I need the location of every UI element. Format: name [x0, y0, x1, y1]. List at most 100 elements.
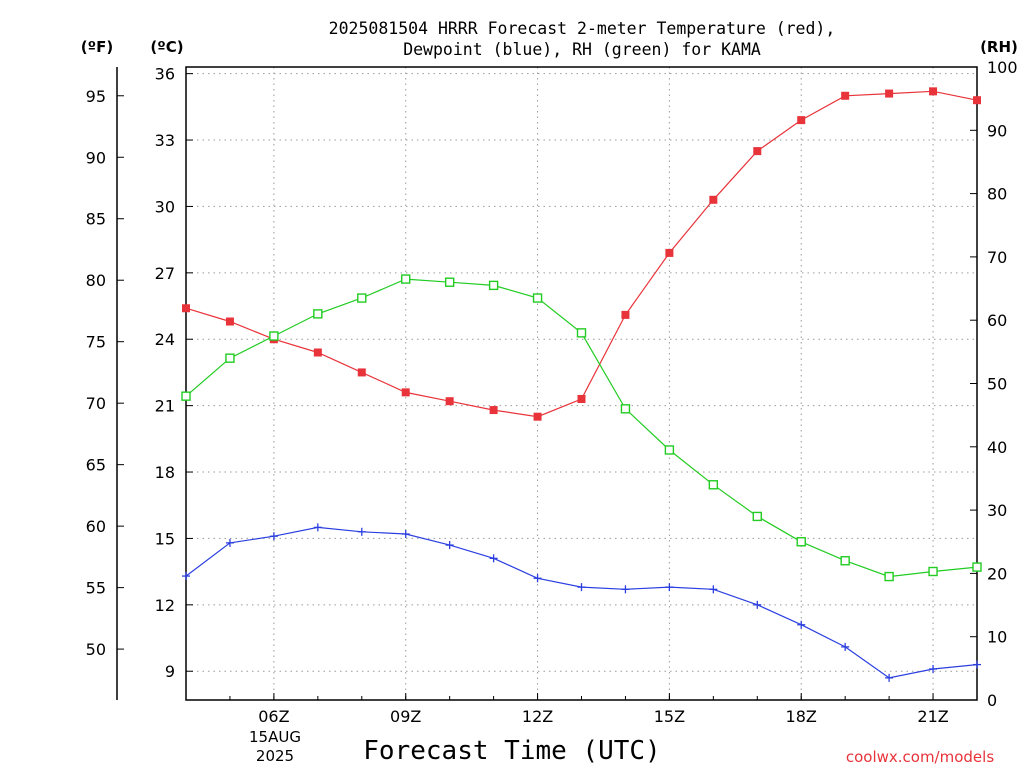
dewpoint-point	[753, 600, 762, 609]
fahrenheit-tick-label: 70	[86, 394, 106, 413]
2-meter-temperature-point	[313, 348, 322, 357]
fahrenheit-tick-label: 80	[86, 271, 106, 290]
2-meter-temperature-point	[929, 87, 938, 96]
2-meter-temperature-point	[225, 317, 234, 326]
celsius-tick-label: 21	[155, 397, 175, 416]
celsius-tick-label: 36	[155, 65, 175, 84]
celsius-tick-label: 18	[155, 463, 175, 482]
dewpoint-line	[185, 526, 978, 679]
fahrenheit-tick-label: 65	[86, 456, 106, 475]
2-meter-temperature-point	[182, 304, 190, 313]
fahrenheit-tick-label: 75	[86, 333, 106, 352]
x-tick-label: 06Z	[258, 707, 289, 726]
rh-tick-label: 60	[987, 311, 1007, 330]
x-tick-label: 18Z	[786, 707, 817, 726]
rh-point	[972, 562, 982, 572]
dewpoint-point	[665, 583, 674, 592]
2-meter-temperature-point	[621, 310, 630, 319]
2-meter-temperature-point	[445, 397, 454, 406]
2-meter-temperature-point	[841, 91, 850, 100]
2-meter-temperature-point	[665, 248, 674, 257]
fahrenheit-tick-label: 95	[86, 87, 106, 106]
fahrenheit-tick-label: 55	[86, 579, 106, 598]
rh-tick-label: 100	[987, 58, 1018, 77]
rh-point	[576, 328, 587, 338]
rh-point	[488, 280, 499, 291]
credit-text: coolwx.com/models	[846, 748, 994, 766]
rh-point	[664, 445, 675, 455]
dewpoint-point	[445, 541, 454, 550]
rh-line	[185, 278, 978, 578]
celsius-tick-label: 33	[155, 131, 175, 150]
dewpoint-point	[533, 574, 542, 583]
rh-point	[225, 353, 235, 363]
rh-point	[752, 511, 762, 522]
rh-point	[269, 331, 279, 341]
rh-tick-label: 40	[987, 438, 1007, 457]
celsius-tick-label: 9	[165, 662, 175, 681]
2-meter-temperature-point	[753, 147, 762, 156]
2-meter-temperature-point	[489, 406, 498, 415]
celsius-tick-label: 15	[155, 529, 175, 548]
rh-point	[313, 309, 323, 319]
chart-title-line2: Dewpoint (blue), RH (green) for KAMA	[403, 40, 761, 59]
dewpoint-point	[577, 583, 586, 592]
dewpoint-point	[182, 572, 190, 581]
fahrenheit-tick-label: 60	[86, 517, 106, 536]
rh-point	[840, 556, 850, 566]
celsius-tick-label: 30	[155, 197, 175, 216]
dewpoint-point	[313, 523, 322, 532]
dewpoint-point	[621, 585, 630, 594]
2-meter-temperature-point	[797, 116, 806, 125]
dewpoint-point	[973, 660, 981, 669]
2-meter-temperature-point	[973, 96, 981, 105]
date-label-year: 2025	[256, 747, 294, 765]
rh-point	[357, 293, 367, 303]
x-axis-label: Forecast Time (UTC)	[363, 736, 660, 766]
rh-tick-label: 10	[987, 628, 1007, 647]
2-meter-temperature-point	[533, 412, 542, 421]
dewpoint-point	[401, 530, 410, 539]
fahrenheit-tick-label: 50	[86, 640, 106, 659]
rh-tick-label: 80	[987, 185, 1007, 204]
rh-tick-label: 70	[987, 248, 1007, 267]
rh-point	[532, 293, 543, 303]
celsius-tick-label: 12	[155, 596, 175, 615]
rh-unit-label: (RH)	[980, 38, 1018, 56]
dewpoint-point	[269, 532, 278, 541]
rh-point	[444, 277, 455, 287]
rh-tick-label: 90	[987, 121, 1007, 140]
rh-tick-label: 0	[987, 691, 997, 710]
rh-point	[796, 537, 806, 547]
rh-point	[181, 391, 191, 401]
x-tick-label: 15Z	[654, 707, 685, 726]
dewpoint-point	[929, 665, 938, 674]
chart-title-line1: 2025081504 HRRR Forecast 2-meter Tempera…	[329, 19, 836, 38]
rh-tick-label: 50	[987, 375, 1007, 394]
fahrenheit-tick-label: 90	[86, 148, 106, 167]
rh-point	[620, 404, 631, 414]
2-meter-temperature-point	[357, 368, 366, 377]
series	[181, 87, 982, 682]
rh-tick-label: 30	[987, 501, 1007, 520]
dewpoint-point	[709, 585, 718, 594]
rh-point	[884, 571, 894, 582]
celsius-unit-label: (ºC)	[150, 38, 183, 56]
celsius-tick-label: 27	[155, 264, 175, 283]
axes: 9 12 15 18 21 24 27 30 33 36 06Z 09Z 12Z 15Z 18Z 21Z 50 5…	[86, 58, 1018, 726]
2-meter-temperature-point	[709, 195, 718, 204]
2-meter-temperature-point	[885, 89, 894, 98]
rh-point	[708, 480, 719, 490]
fahrenheit-unit-label: (ºF)	[81, 38, 113, 56]
dewpoint-point	[357, 527, 366, 536]
dewpoint-point	[841, 642, 850, 651]
rh-tick-label: 20	[987, 564, 1007, 583]
x-tick-label: 09Z	[390, 707, 421, 726]
celsius-tick-label: 24	[155, 330, 175, 349]
rh-point	[401, 274, 411, 284]
dewpoint-point	[885, 673, 894, 682]
x-tick-label: 21Z	[917, 707, 948, 726]
dewpoint-point	[489, 554, 498, 563]
2-meter-temperature-point	[577, 394, 586, 403]
